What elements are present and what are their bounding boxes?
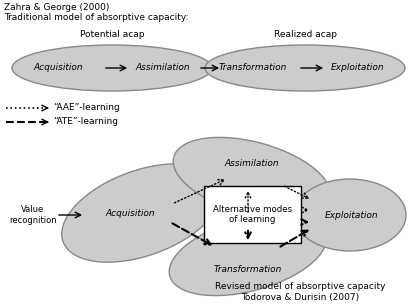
Ellipse shape — [173, 137, 331, 219]
Text: “AAE”-learning: “AAE”-learning — [53, 103, 120, 113]
Text: Zahra & George (2000): Zahra & George (2000) — [4, 3, 109, 12]
Text: Exploitation: Exploitation — [331, 63, 385, 73]
Text: Potential acap: Potential acap — [80, 30, 144, 39]
Text: Revised model of absorptive capacity: Revised model of absorptive capacity — [215, 282, 385, 291]
Text: Transformation: Transformation — [219, 63, 287, 73]
Text: Alternative modes
of learning: Alternative modes of learning — [213, 205, 292, 224]
Text: Todorova & Durisin (2007): Todorova & Durisin (2007) — [241, 293, 359, 302]
Text: Acquisition: Acquisition — [105, 209, 155, 217]
Ellipse shape — [205, 45, 405, 91]
Text: Value
recognition: Value recognition — [9, 205, 57, 225]
Ellipse shape — [12, 45, 212, 91]
Ellipse shape — [294, 179, 406, 251]
Text: “ATE”-learning: “ATE”-learning — [53, 117, 118, 127]
Text: Assimilation: Assimilation — [225, 159, 279, 167]
Text: Acquisition: Acquisition — [33, 63, 83, 73]
FancyBboxPatch shape — [204, 186, 301, 243]
Text: Transformation: Transformation — [214, 265, 282, 275]
Text: Realized acap: Realized acap — [273, 30, 337, 39]
Text: Traditional model of absorptive capacity:: Traditional model of absorptive capacity… — [4, 13, 188, 22]
Ellipse shape — [169, 214, 327, 296]
Text: Exploitation: Exploitation — [325, 210, 379, 220]
Text: Assimilation: Assimilation — [136, 63, 190, 73]
Ellipse shape — [62, 164, 222, 262]
